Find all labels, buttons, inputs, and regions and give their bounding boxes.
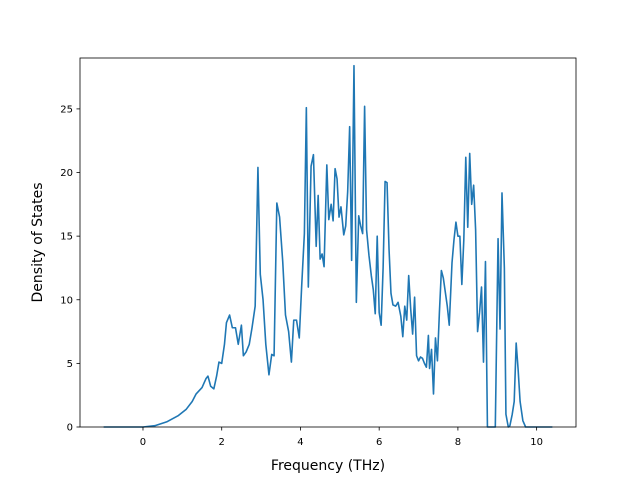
dos-series-line-0 xyxy=(103,64,553,428)
axes-frame xyxy=(79,57,577,428)
x-tick-label: 2 xyxy=(219,437,225,448)
x-axis-ticks: 0 2 4 6 8 10 xyxy=(140,427,543,448)
y-tick-label: 15 xyxy=(60,232,73,243)
x-tick-label: 8 xyxy=(455,437,461,448)
x-tick-label: 10 xyxy=(530,437,543,448)
y-axis-ticks: 0 5 10 15 20 25 xyxy=(60,104,80,434)
x-tick-label: 0 xyxy=(140,437,146,448)
y-tick-label: 0 xyxy=(67,423,73,434)
x-axis-label: Frequency (THz) xyxy=(271,458,385,474)
y-axis-label: Density of States xyxy=(30,183,46,303)
series-layer xyxy=(103,64,553,428)
y-tick-label: 10 xyxy=(60,295,73,306)
y-tick-label: 20 xyxy=(60,168,73,179)
x-tick-label: 4 xyxy=(297,437,303,448)
y-tick-label: 25 xyxy=(60,104,73,115)
y-tick-label: 5 xyxy=(67,359,73,370)
x-tick-label: 6 xyxy=(376,437,382,448)
